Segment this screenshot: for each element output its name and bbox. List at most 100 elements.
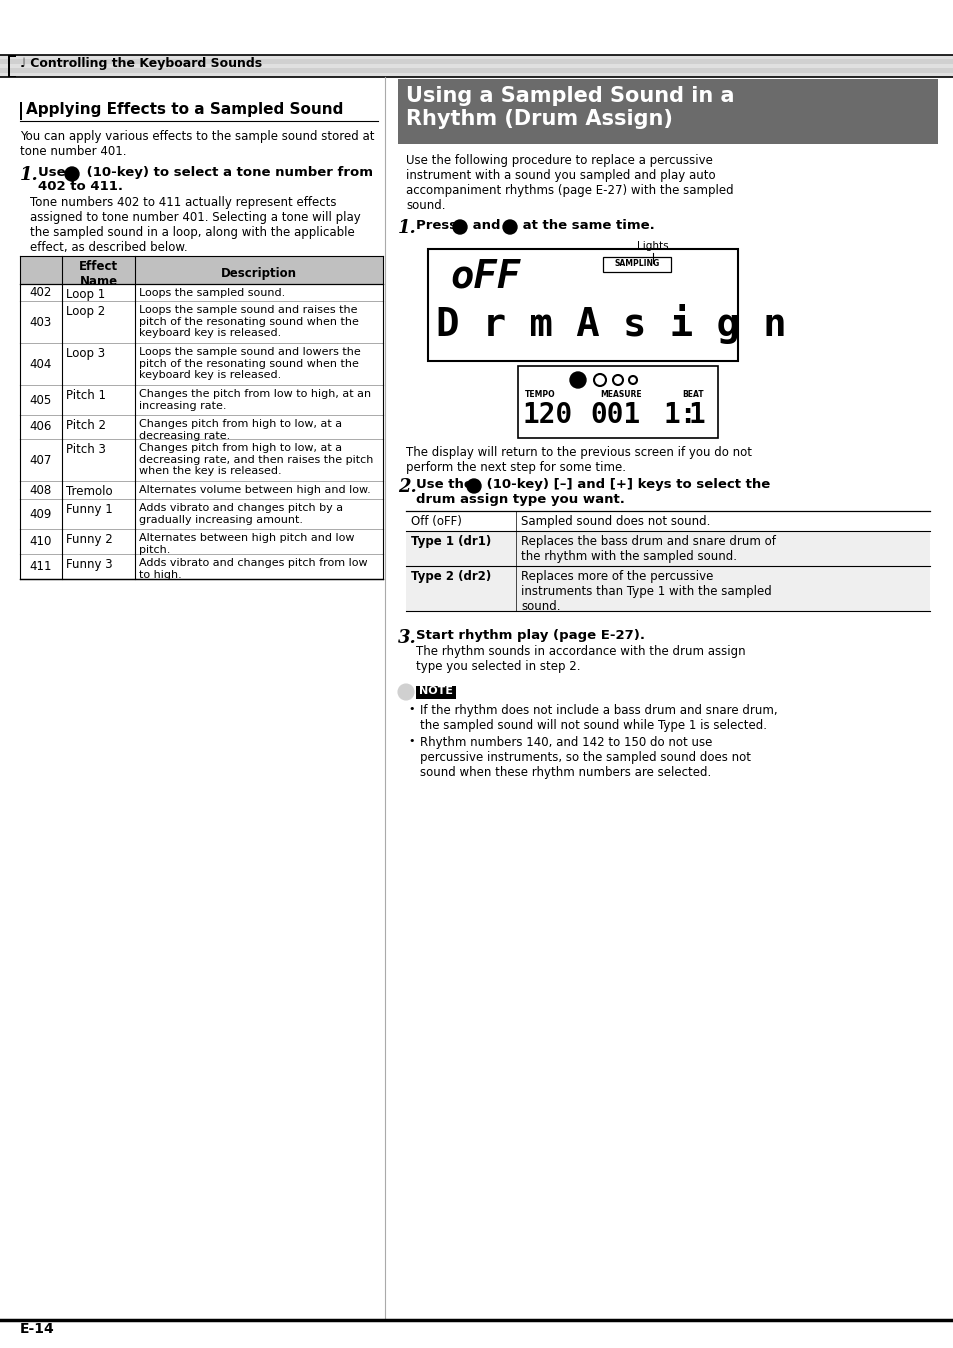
Text: Pitch 1: Pitch 1	[66, 390, 106, 402]
Circle shape	[467, 479, 480, 493]
Text: Pitch 2: Pitch 2	[66, 419, 106, 431]
Text: SAMPLING: SAMPLING	[614, 259, 659, 268]
Circle shape	[65, 167, 79, 181]
Text: 408: 408	[30, 484, 52, 496]
Circle shape	[502, 220, 517, 235]
Bar	[406, 566, 929, 611]
Bar	[397, 80, 937, 144]
Text: Changes pitch from high to low, at a
decreasing rate, and then raises the pitch
: Changes pitch from high to low, at a dec…	[139, 443, 373, 476]
Text: 120: 120	[522, 400, 573, 429]
Text: 1.: 1.	[397, 218, 416, 237]
Text: Q: Q	[401, 687, 410, 697]
Text: Press: Press	[416, 218, 461, 232]
Text: at the same time.: at the same time.	[517, 218, 654, 232]
Text: 409: 409	[30, 507, 52, 520]
Text: 3.: 3.	[397, 630, 416, 647]
Text: You can apply various effects to the sample sound stored at
tone number 401.: You can apply various effects to the sam…	[20, 129, 375, 158]
Text: E-14: E-14	[20, 1322, 54, 1336]
Text: •: •	[408, 704, 414, 714]
Text: D r m A s i g n: D r m A s i g n	[436, 305, 786, 344]
Text: Loop 3: Loop 3	[66, 346, 105, 360]
Bar	[8, 55, 16, 57]
Text: (10-key) to select a tone number from: (10-key) to select a tone number from	[82, 166, 373, 179]
Text: Rhythm numbers 140, and 142 to 150 do not use
percussive instruments, so the sam: Rhythm numbers 140, and 142 to 150 do no…	[419, 736, 750, 779]
Text: Funny 3: Funny 3	[66, 558, 112, 572]
Text: Adds vibrato and changes pitch by a
gradually increasing amount.: Adds vibrato and changes pitch by a grad…	[139, 503, 343, 524]
Text: 14: 14	[468, 483, 478, 492]
Bar	[0, 63, 953, 69]
Text: 407: 407	[30, 453, 52, 466]
Text: Use the following procedure to replace a percussive
instrument with a sound you : Use the following procedure to replace a…	[406, 154, 733, 212]
Text: Changes pitch from high to low, at a
decreasing rate.: Changes pitch from high to low, at a dec…	[139, 419, 342, 441]
Text: 403: 403	[30, 315, 52, 329]
Text: 1: 1	[688, 400, 705, 429]
Text: Description: Description	[221, 267, 296, 280]
Bar	[0, 59, 953, 63]
Text: Type 1 (dr1): Type 1 (dr1)	[411, 535, 491, 549]
Text: 410: 410	[30, 535, 52, 549]
Circle shape	[397, 683, 414, 700]
Text: Type 2 (dr2): Type 2 (dr2)	[411, 570, 491, 582]
Text: Funny 1: Funny 1	[66, 503, 112, 516]
Text: Effect
Name: Effect Name	[79, 260, 118, 288]
Text: Rhythm (Drum Assign): Rhythm (Drum Assign)	[406, 109, 672, 129]
Bar	[602, 257, 670, 272]
Bar	[20, 102, 22, 120]
Text: 402 to 411.: 402 to 411.	[38, 181, 123, 193]
Text: Use the: Use the	[416, 479, 477, 491]
Text: Loop 2: Loop 2	[66, 305, 105, 318]
Text: 2.: 2.	[397, 479, 416, 496]
Text: Alternates between high pitch and low
pitch.: Alternates between high pitch and low pi…	[139, 532, 355, 554]
Text: Off (oFF): Off (oFF)	[411, 515, 461, 528]
Text: The rhythm sounds in accordance with the drum assign
type you selected in step 2: The rhythm sounds in accordance with the…	[416, 644, 745, 673]
Text: ♩ Controlling the Keyboard Sounds: ♩ Controlling the Keyboard Sounds	[20, 57, 262, 70]
Text: 4: 4	[456, 224, 462, 232]
Bar	[0, 69, 953, 73]
Text: 405: 405	[30, 394, 52, 407]
Bar	[406, 531, 929, 566]
Text: Applying Effects to a Sampled Sound: Applying Effects to a Sampled Sound	[26, 102, 343, 117]
Text: Alternates volume between high and low.: Alternates volume between high and low.	[139, 485, 371, 495]
Bar	[517, 367, 718, 438]
Text: Loops the sample sound and lowers the
pitch of the resonating sound when the
key: Loops the sample sound and lowers the pi…	[139, 346, 360, 380]
Circle shape	[453, 220, 467, 235]
Text: 5: 5	[507, 224, 513, 232]
Text: Lights: Lights	[637, 241, 668, 251]
Bar	[416, 686, 456, 700]
Bar	[428, 249, 738, 361]
Text: Sampled sound does not sound.: Sampled sound does not sound.	[520, 515, 710, 528]
Text: Replaces the bass drum and snare drum of
the rhythm with the sampled sound.: Replaces the bass drum and snare drum of…	[520, 535, 775, 563]
Text: MEASURE: MEASURE	[599, 390, 641, 399]
Text: Loops the sampled sound.: Loops the sampled sound.	[139, 288, 285, 298]
Text: BEAT: BEAT	[681, 390, 703, 399]
Text: 404: 404	[30, 357, 52, 371]
Text: Using a Sampled Sound in a: Using a Sampled Sound in a	[406, 86, 734, 106]
Bar	[0, 73, 953, 77]
Text: drum assign type you want.: drum assign type you want.	[416, 493, 624, 506]
Text: Adds vibrato and changes pitch from low
to high.: Adds vibrato and changes pitch from low …	[139, 558, 367, 580]
Text: and: and	[468, 218, 504, 232]
Text: 1.: 1.	[20, 166, 39, 183]
Text: Funny 2: Funny 2	[66, 532, 112, 546]
Text: 001: 001	[589, 400, 639, 429]
Text: Pitch 3: Pitch 3	[66, 443, 106, 456]
Text: Loop 1: Loop 1	[66, 288, 105, 301]
Text: Loops the sample sound and raises the
pitch of the resonating sound when the
key: Loops the sample sound and raises the pi…	[139, 305, 358, 338]
Text: Replaces more of the percussive
instruments than Type 1 with the sampled
sound.: Replaces more of the percussive instrume…	[520, 570, 771, 613]
Text: •: •	[408, 736, 414, 745]
Bar	[20, 256, 382, 284]
Text: Tremolo: Tremolo	[66, 485, 112, 497]
Bar	[0, 55, 953, 59]
Bar	[8, 75, 16, 77]
Circle shape	[569, 372, 585, 388]
Bar	[8, 55, 10, 77]
Text: 411: 411	[30, 559, 52, 573]
Text: Start rhythm play (page E-27).: Start rhythm play (page E-27).	[416, 630, 644, 642]
Text: Tone numbers 402 to 411 actually represent effects
assigned to tone number 401. : Tone numbers 402 to 411 actually represe…	[30, 195, 360, 253]
Text: The display will return to the previous screen if you do not
perform the next st: The display will return to the previous …	[406, 446, 751, 474]
Text: Changes the pitch from low to high, at an
increasing rate.: Changes the pitch from low to high, at a…	[139, 390, 371, 411]
Text: TEMPO: TEMPO	[524, 390, 555, 399]
Text: 406: 406	[30, 421, 52, 434]
Text: NOTE: NOTE	[418, 686, 453, 696]
Text: 14: 14	[67, 170, 77, 179]
